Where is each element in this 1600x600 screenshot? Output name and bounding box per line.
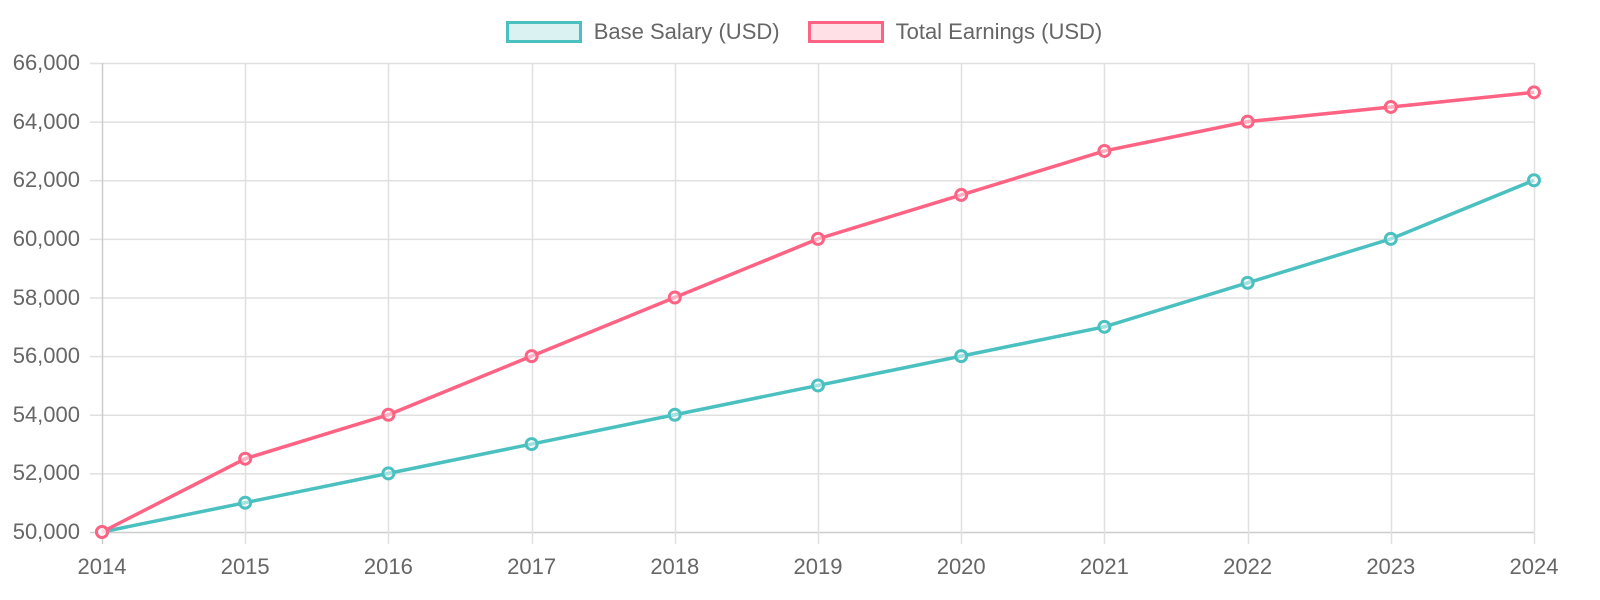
chart-legend: Base Salary (USD) Total Earnings (USD) [0,17,1600,47]
legend-label: Total Earnings (USD) [895,19,1103,44]
x-tick-label: 2021 [1079,554,1129,579]
x-tick-label: 2022 [1223,554,1273,579]
data-point[interactable] [954,187,969,202]
y-tick-label: 52,000 [12,460,80,486]
x-tick-label: 2015 [220,554,270,579]
y-tick-label: 58,000 [12,284,80,310]
data-point[interactable] [1240,114,1255,129]
data-point[interactable] [238,451,253,466]
data-point[interactable] [238,495,253,510]
legend-item-total-earnings[interactable]: Total Earnings (USD) [800,19,1103,45]
y-tick-label: 66,000 [12,50,80,75]
data-point[interactable] [667,407,682,422]
data-point[interactable] [95,525,109,539]
data-point[interactable] [524,349,539,364]
y-tick-label: 56,000 [12,343,80,369]
legend-item-base-salary[interactable]: Base Salary (USD) [498,19,780,45]
data-point[interactable] [1527,173,1541,188]
data-point[interactable] [381,407,396,422]
x-tick-label: 2016 [363,554,413,579]
data-point[interactable] [1383,99,1398,114]
data-point[interactable] [1097,319,1112,334]
data-point[interactable] [381,466,396,481]
data-point[interactable] [1097,143,1112,158]
data-point[interactable] [811,378,825,393]
x-tick-label: 2024 [1509,554,1559,579]
y-tick-label: 54,000 [12,401,80,427]
x-tick-label: 2017 [507,554,557,579]
x-tick-label: 2023 [1366,554,1416,579]
data-point[interactable] [667,290,682,305]
data-point[interactable] [954,349,969,364]
legend-swatch-total-earnings [807,21,884,43]
x-tick-label: 2019 [793,554,843,579]
legend-label: Base Salary (USD) [593,19,780,44]
y-tick-label: 50,000 [12,519,80,544]
data-point[interactable] [811,231,825,246]
data-point[interactable] [1383,231,1398,246]
y-tick-label: 64,000 [12,108,80,134]
y-tick-label: 60,000 [12,225,80,251]
data-point[interactable] [1240,275,1255,290]
data-point[interactable] [1527,85,1541,100]
x-tick-label: 2014 [77,554,127,579]
y-tick-label: 62,000 [12,167,80,193]
x-tick-label: 2020 [936,554,986,579]
legend-swatch-base-salary [505,21,582,43]
x-tick-label: 2018 [650,554,700,579]
data-point[interactable] [524,437,539,452]
